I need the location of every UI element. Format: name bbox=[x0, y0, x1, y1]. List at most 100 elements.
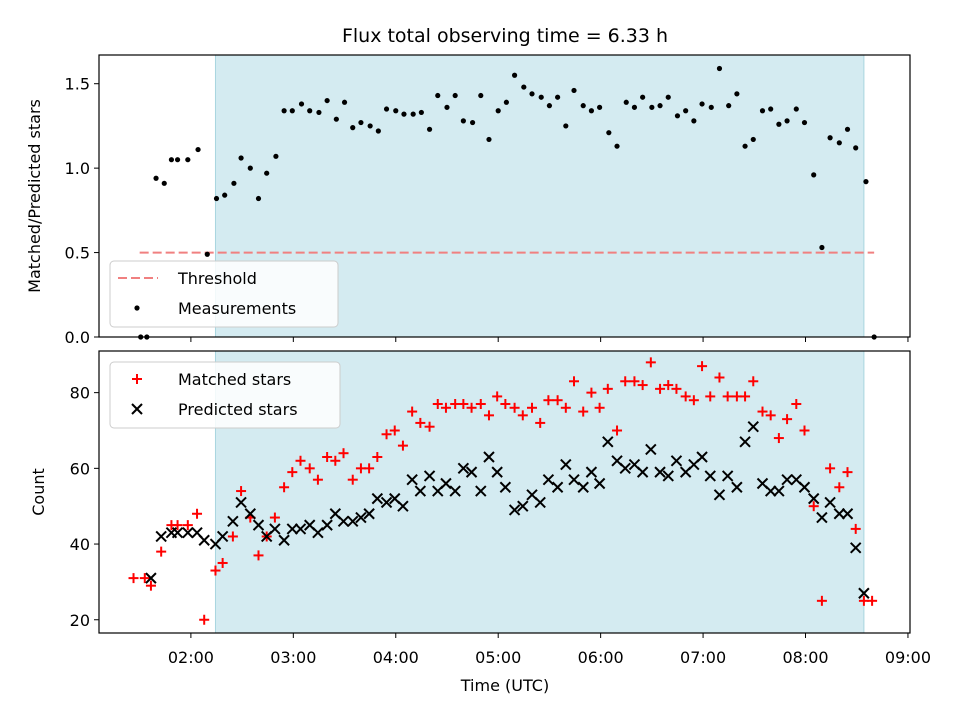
predicted-point-b bbox=[841, 508, 854, 520]
predicted-point bbox=[739, 436, 751, 448]
predicted-point-b bbox=[850, 542, 862, 554]
legend-box bbox=[109, 260, 339, 328]
predicted-point-b bbox=[475, 485, 487, 497]
predicted-point bbox=[850, 542, 862, 554]
measurement-point bbox=[358, 119, 364, 126]
predicted-point-b bbox=[858, 587, 870, 599]
predicted-point-b bbox=[645, 443, 657, 456]
matched-point bbox=[586, 387, 597, 398]
matched-point bbox=[139, 573, 150, 584]
matched-point bbox=[834, 482, 845, 493]
predicted-point bbox=[227, 515, 239, 528]
predicted-point bbox=[593, 477, 606, 490]
predicted-point bbox=[747, 420, 759, 433]
measurement-point bbox=[657, 103, 663, 109]
predicted-point bbox=[773, 485, 785, 497]
axes-frame bbox=[98, 350, 911, 634]
predicted-point bbox=[294, 523, 307, 535]
x-tick-label: 04:00 bbox=[373, 648, 419, 667]
measurement-point bbox=[580, 103, 586, 109]
matched-point bbox=[697, 361, 708, 372]
matched-point bbox=[483, 410, 494, 421]
y-tick-label: 20 bbox=[70, 611, 90, 630]
predicted-point-b bbox=[216, 530, 229, 543]
predicted-point bbox=[269, 523, 281, 535]
predicted-point-b bbox=[696, 451, 708, 463]
bottom-panel-counts: 20 40 60 80 02:00 03:00 04:00 05:00 06:00 07:00 08… bbox=[29, 350, 931, 667]
measurement-point bbox=[606, 130, 612, 136]
predicted-point-b bbox=[278, 534, 290, 546]
legend: Threshold Measurements bbox=[109, 260, 339, 328]
predicted-point-b bbox=[244, 508, 257, 520]
measurement-point bbox=[486, 136, 492, 143]
predicted-point-b bbox=[155, 530, 167, 543]
measurement-point bbox=[478, 92, 484, 99]
predicted-point-b bbox=[252, 519, 265, 531]
predicted-point-b bbox=[371, 492, 384, 505]
series-x bbox=[145, 420, 870, 599]
matched-point bbox=[172, 520, 183, 531]
x-tick-label: 03:00 bbox=[270, 648, 316, 667]
matched-point bbox=[671, 383, 682, 394]
measurement-point bbox=[863, 179, 869, 185]
measurement-point bbox=[316, 109, 322, 116]
matched-point bbox=[424, 421, 435, 432]
measurement-point bbox=[231, 180, 237, 186]
predicted-point bbox=[244, 508, 257, 520]
x-tick-label: 05:00 bbox=[475, 648, 521, 667]
measurement-point bbox=[460, 118, 466, 124]
predicted-point bbox=[721, 470, 734, 482]
legend-entry-label: Measurements bbox=[178, 299, 296, 318]
predicted-point bbox=[278, 534, 290, 546]
measurement-point bbox=[716, 65, 723, 72]
measurement-point bbox=[195, 146, 201, 153]
predicted-point bbox=[858, 587, 870, 599]
measurement-point bbox=[665, 94, 671, 100]
measurement-point bbox=[247, 165, 253, 171]
matched-point bbox=[543, 395, 554, 406]
measurement-point bbox=[623, 99, 629, 105]
measurement-point bbox=[640, 94, 646, 100]
matched-point bbox=[199, 614, 210, 625]
matched-point bbox=[867, 595, 878, 606]
matched-point bbox=[217, 557, 228, 568]
predicted-point-b bbox=[773, 485, 785, 497]
measurement-point bbox=[776, 121, 782, 127]
measurement-point bbox=[495, 108, 501, 114]
measurement-point bbox=[683, 108, 689, 114]
matched-point bbox=[330, 455, 341, 466]
predicted-point-b bbox=[808, 492, 820, 505]
predicted-point bbox=[145, 572, 157, 584]
matched-point bbox=[253, 550, 264, 561]
matched-point bbox=[740, 391, 751, 402]
predicted-point bbox=[816, 511, 828, 524]
measurement-point bbox=[333, 116, 339, 122]
measurement-point bbox=[588, 108, 595, 114]
measurement-point bbox=[649, 104, 655, 110]
predicted-point bbox=[475, 485, 487, 497]
matched-point bbox=[714, 372, 725, 383]
predicted-point-b bbox=[294, 523, 307, 535]
chart-title: Flux total observing time = 6.33 h bbox=[342, 25, 668, 47]
series-dot bbox=[138, 65, 877, 340]
measurement-point bbox=[742, 143, 748, 149]
predicted-point bbox=[457, 462, 470, 475]
matched-point bbox=[680, 391, 691, 402]
legend-matched-swatch bbox=[132, 374, 142, 384]
matched-point bbox=[602, 383, 613, 394]
matched-point bbox=[492, 391, 503, 402]
measurement-point bbox=[401, 111, 407, 117]
predicted-point bbox=[216, 530, 229, 543]
matched-point bbox=[389, 425, 400, 436]
predicted-point bbox=[731, 481, 743, 493]
predicted-point-b bbox=[423, 470, 436, 482]
predicted-point bbox=[833, 508, 846, 520]
legend-predicted-swatch bbox=[131, 403, 143, 415]
predicted-point bbox=[798, 481, 811, 493]
matched-point bbox=[500, 398, 511, 409]
measurement-point bbox=[383, 106, 390, 112]
predicted-point bbox=[363, 508, 375, 520]
matched-point bbox=[415, 417, 426, 428]
predicted-point bbox=[781, 473, 793, 486]
